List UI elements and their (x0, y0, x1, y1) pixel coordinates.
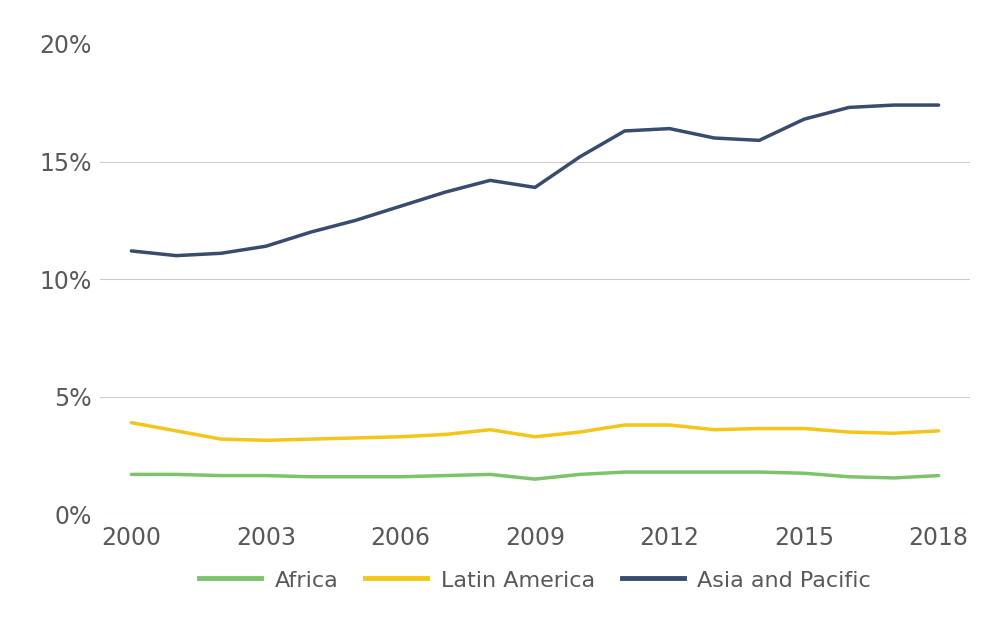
Legend: Africa, Latin America, Asia and Pacific: Africa, Latin America, Asia and Pacific (190, 561, 880, 600)
